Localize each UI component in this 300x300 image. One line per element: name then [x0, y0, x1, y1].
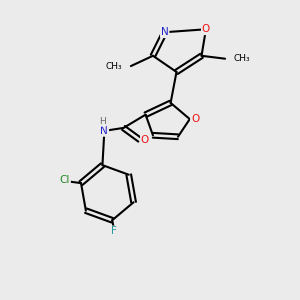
Text: O: O: [202, 24, 210, 34]
Text: CH₃: CH₃: [233, 54, 250, 63]
Text: O: O: [141, 135, 149, 145]
Text: N: N: [161, 27, 169, 37]
Text: N: N: [100, 126, 108, 136]
Text: F: F: [111, 226, 117, 236]
Text: O: O: [191, 114, 199, 124]
Text: H: H: [99, 117, 105, 126]
Text: CH₃: CH₃: [106, 61, 123, 70]
Text: Cl: Cl: [60, 175, 70, 185]
